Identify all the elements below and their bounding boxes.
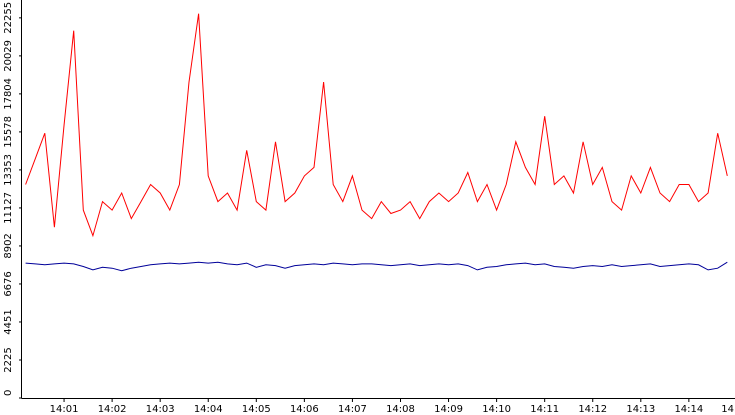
x-tick-label: 14:01 xyxy=(50,404,79,415)
x-tick-label: 14:06 xyxy=(290,404,319,415)
y-tick-label: 4451 xyxy=(3,309,14,334)
x-tick-label: 14:10 xyxy=(482,404,511,415)
y-tick-label: 11127 xyxy=(3,192,14,224)
x-tick-label: 14 xyxy=(721,404,734,415)
x-tick-label: 14:07 xyxy=(338,404,367,415)
y-tick-label: 15578 xyxy=(3,116,14,148)
x-tick-label: 14:09 xyxy=(434,404,463,415)
x-tick-label: 14:13 xyxy=(626,404,655,415)
y-tick-label: 20029 xyxy=(3,40,14,72)
x-tick-label: 14:08 xyxy=(386,404,415,415)
y-tick-label: 22255 xyxy=(3,2,14,34)
x-tick-label: 14:03 xyxy=(146,404,175,415)
y-tick-label: 0 xyxy=(3,390,14,396)
series-line xyxy=(25,13,728,238)
x-tick-label: 14:02 xyxy=(98,404,127,415)
x-tick-label: 14:05 xyxy=(242,404,271,415)
x-tick-label: 14:04 xyxy=(194,404,223,415)
y-tick-label: 6676 xyxy=(3,271,14,296)
x-tick-label: 14:12 xyxy=(578,404,607,415)
y-tick-label: 17804 xyxy=(3,78,14,110)
y-tick-label: 8902 xyxy=(3,233,14,258)
y-tick-label: 2225 xyxy=(3,347,14,372)
y-tick-label: 13353 xyxy=(3,154,14,186)
x-tick-label: 14:14 xyxy=(674,404,703,415)
x-tick-label: 14:11 xyxy=(530,404,559,415)
series-line xyxy=(25,261,728,272)
